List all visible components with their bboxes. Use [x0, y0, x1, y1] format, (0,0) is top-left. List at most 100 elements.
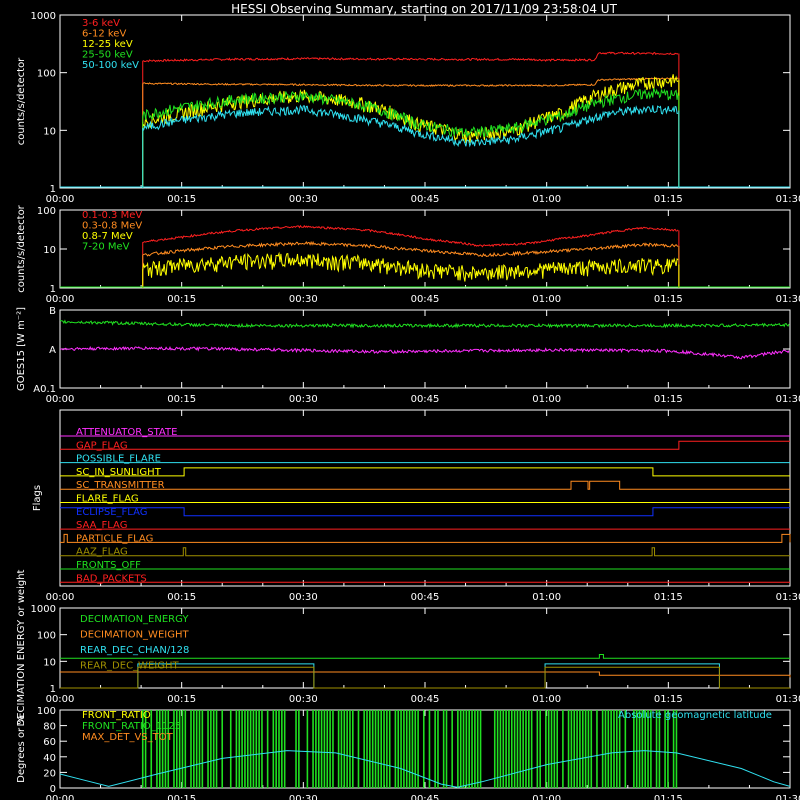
flag-label: ATTENUATOR_STATE: [76, 427, 177, 438]
flag-line: [60, 507, 790, 517]
x-tick-label: 01:00: [532, 294, 561, 305]
legend-entry: 12-25 keV: [82, 39, 133, 50]
y-tick-label: 1: [50, 184, 56, 195]
annotation-geomagnetic-latitude: Absolute geomagnetic latitude: [618, 710, 772, 721]
legend-entry: REAR_DEC_CHAN/128: [80, 645, 189, 656]
x-tick-label: 00:00: [46, 694, 75, 705]
flag-line: [60, 547, 790, 557]
y-tick-label: 1000: [31, 604, 56, 615]
x-tick-label: 00:30: [289, 194, 318, 205]
legend-entry: DECIMATION_ENERGY: [80, 614, 189, 625]
y-tick-label: 60: [43, 737, 56, 748]
x-tick-label: 01:15: [654, 794, 683, 800]
x-tick-label: 00:15: [167, 592, 196, 603]
x-tick-label: 00:30: [289, 394, 318, 405]
flag-label: AAZ_FLAG: [76, 547, 128, 558]
series-line: [60, 666, 790, 689]
legend-entry: 3-6 keV: [82, 18, 120, 29]
flag-label: PARTICLE_FLAG: [76, 533, 153, 544]
x-tick-label: 01:30: [776, 694, 800, 705]
panel-2: 00:00 00:15 00:30 00:45 01:00 01:15 01:30 GOES1…: [16, 306, 800, 405]
flag-label: POSSIBLE_FLARE: [76, 454, 161, 465]
legend-entry: 0.3-0.8 MeV: [82, 221, 142, 232]
chart-title: HESSI Observing Summary, starting on 201…: [231, 2, 617, 16]
series-line: [60, 671, 791, 678]
series-line: [59, 319, 790, 329]
x-tick-label: 00:30: [289, 794, 318, 800]
y-axis-label: Flags: [32, 485, 43, 511]
flag-line: [60, 440, 790, 450]
flag-label: GAP_FLAG: [76, 440, 128, 451]
x-tick-label: 01:00: [532, 194, 561, 205]
x-tick-label: 00:15: [167, 794, 196, 800]
x-tick-label: 00:00: [46, 794, 75, 800]
x-tick-label: 00:30: [289, 592, 318, 603]
geomagnetic-latitude-line: [59, 750, 791, 788]
y-tick-label: 10: [43, 126, 56, 137]
y-tick-label: 100: [37, 69, 56, 80]
x-tick-label: 01:00: [532, 694, 561, 705]
y-tick-label: 1000: [31, 11, 56, 22]
x-tick-label: 00:15: [167, 194, 196, 205]
y-axis-label: counts/s/detector: [16, 204, 27, 292]
series-line: [142, 104, 679, 148]
series-line: [142, 224, 679, 248]
x-tick-label: 01:15: [654, 592, 683, 603]
x-tick-label: 00:15: [167, 294, 196, 305]
flag-line: [60, 480, 790, 490]
x-tick-label: 00:45: [411, 694, 440, 705]
x-tick-label: 01:30: [776, 394, 800, 405]
x-tick-label: 00:45: [411, 592, 440, 603]
series-line: [142, 87, 679, 138]
x-tick-label: 00:00: [46, 294, 75, 305]
legend-entry: REAR_DEC_WEIGHT: [80, 661, 179, 672]
flag-label: SAA_FLAG: [76, 520, 127, 531]
y-tick-label: 80: [43, 722, 56, 733]
x-tick-label: 01:00: [532, 794, 561, 800]
y-axis-label: DECIMATION ENERGY or weight: [16, 569, 27, 726]
y-tick-label: B: [49, 306, 56, 317]
series-line: [142, 51, 679, 63]
y-tick-label: 10: [43, 245, 56, 256]
legend-entry: MAX_DET_VS_TOT: [82, 732, 174, 743]
flag-label: SC_IN_SUNLIGHT: [76, 467, 162, 478]
y-axis-label: GOES15 [W m⁻²]: [16, 307, 27, 391]
flag-label: BAD_PACKETS: [76, 573, 147, 584]
series-line: [142, 251, 679, 282]
x-tick-label: 01:30: [776, 794, 800, 800]
panel-5: 00:00 00:15 00:30 00:45 01:00 01:15 01:30 Degre…: [16, 706, 800, 800]
y-tick-label: 1: [50, 284, 56, 295]
legend-entry: 0.1-0.3 MeV: [82, 210, 142, 221]
panel-frame: [59, 209, 791, 289]
x-tick-label: 00:15: [167, 394, 196, 405]
flag-label: SC_TRANSMITTER: [76, 480, 165, 491]
x-tick-label: 00:30: [289, 694, 318, 705]
legend-entry: FRONT_RATIO: [82, 710, 151, 721]
x-tick-label: 01:00: [532, 394, 561, 405]
flag-label: FRONTS_OFF: [76, 560, 141, 571]
flag-label: ECLIPSE_FLAG: [76, 507, 147, 518]
x-tick-label: 01:00: [532, 592, 561, 603]
legend-entry: 6-12 keV: [82, 29, 126, 40]
y-tick-label: A: [49, 345, 56, 356]
x-tick-label: 01:30: [776, 294, 800, 305]
series-line: [60, 654, 790, 659]
panel-0: 00:00 00:15 00:30 00:45 01:00 01:15 01:30 count…: [16, 11, 800, 205]
x-tick-label: 01:15: [654, 694, 683, 705]
x-tick-label: 01:30: [776, 592, 800, 603]
y-tick-label: A0.1: [33, 384, 56, 395]
legend-entry: 0.8-7 MeV: [82, 231, 133, 242]
series-line: [142, 240, 679, 258]
flag-line: [60, 467, 790, 477]
x-tick-label: 01:30: [776, 194, 800, 205]
x-tick-label: 00:45: [411, 794, 440, 800]
legend-entry: DECIMATION_WEIGHT: [80, 630, 189, 641]
series-line: [142, 77, 679, 87]
y-tick-label: 40: [43, 753, 56, 764]
y-tick-label: 100: [37, 631, 56, 642]
x-tick-label: 01:15: [654, 194, 683, 205]
x-tick-label: 01:15: [654, 394, 683, 405]
legend-entry: 25-50 keV: [82, 50, 133, 61]
x-tick-label: 00:00: [46, 394, 75, 405]
